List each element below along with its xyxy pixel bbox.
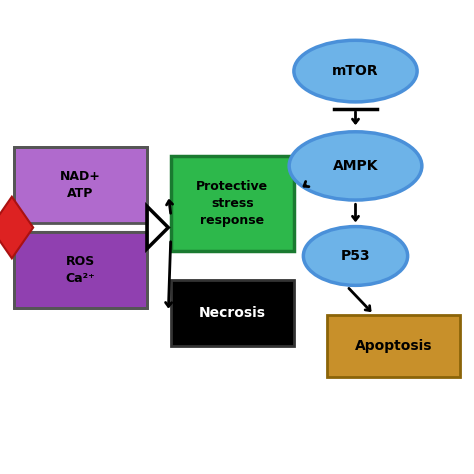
FancyBboxPatch shape bbox=[171, 280, 294, 346]
Text: Protective
stress
response: Protective stress response bbox=[196, 180, 268, 228]
Ellipse shape bbox=[294, 40, 417, 102]
Text: AMPK: AMPK bbox=[333, 159, 378, 173]
Text: P53: P53 bbox=[341, 249, 370, 263]
Ellipse shape bbox=[289, 132, 422, 200]
Polygon shape bbox=[0, 197, 33, 258]
Ellipse shape bbox=[303, 227, 408, 285]
FancyBboxPatch shape bbox=[14, 147, 147, 223]
Text: Necrosis: Necrosis bbox=[199, 306, 266, 320]
FancyBboxPatch shape bbox=[171, 156, 294, 251]
FancyBboxPatch shape bbox=[327, 315, 460, 377]
Text: NAD+
ATP: NAD+ ATP bbox=[60, 170, 101, 200]
Text: ROS
Ca²⁺: ROS Ca²⁺ bbox=[66, 255, 95, 285]
Text: Apoptosis: Apoptosis bbox=[355, 339, 432, 353]
Text: mTOR: mTOR bbox=[332, 64, 379, 78]
FancyBboxPatch shape bbox=[14, 232, 147, 308]
